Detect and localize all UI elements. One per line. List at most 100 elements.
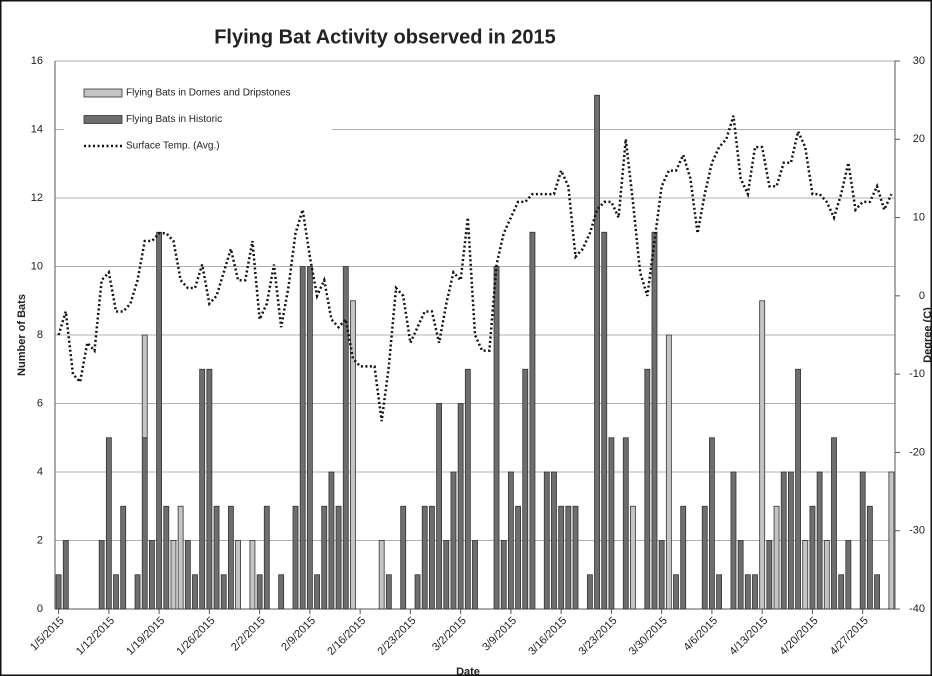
bar bbox=[737, 540, 744, 610]
bar bbox=[120, 505, 127, 610]
y2-tick-label: 10 bbox=[913, 211, 925, 223]
bar bbox=[586, 574, 593, 610]
bar bbox=[199, 368, 206, 610]
bar bbox=[457, 403, 464, 610]
bar bbox=[709, 437, 715, 610]
y-tick-label: 12 bbox=[31, 192, 43, 204]
bar bbox=[149, 540, 155, 610]
bar bbox=[651, 231, 658, 610]
bar bbox=[141, 437, 148, 610]
bar bbox=[62, 540, 69, 610]
bar bbox=[644, 368, 651, 610]
chart-title: Flying Bat Activity observed in 2015 bbox=[214, 26, 556, 48]
bar bbox=[134, 574, 141, 610]
x-axis-label: Date bbox=[456, 666, 480, 676]
bar bbox=[866, 505, 873, 610]
bar bbox=[213, 505, 220, 610]
legend-swatch bbox=[83, 88, 123, 98]
bar bbox=[658, 540, 665, 610]
bar bbox=[321, 505, 328, 610]
bar bbox=[507, 471, 514, 610]
bar bbox=[759, 300, 766, 610]
bar bbox=[543, 471, 550, 610]
bar bbox=[378, 540, 385, 610]
y-tick-label: 4 bbox=[37, 466, 43, 478]
bar bbox=[249, 540, 256, 610]
bar bbox=[292, 505, 299, 610]
bar bbox=[141, 334, 148, 439]
bar bbox=[170, 540, 177, 610]
bar bbox=[780, 471, 787, 610]
bar bbox=[385, 574, 392, 610]
bar bbox=[500, 540, 507, 610]
bar bbox=[716, 574, 723, 610]
y2-tick-label: 30 bbox=[913, 55, 925, 67]
bar bbox=[306, 266, 313, 610]
bar bbox=[400, 505, 407, 610]
y2-tick-label: -30 bbox=[909, 525, 925, 537]
bar bbox=[522, 368, 529, 610]
bar bbox=[464, 368, 471, 610]
bar bbox=[113, 574, 119, 610]
bar bbox=[55, 574, 62, 610]
bar bbox=[601, 231, 608, 610]
bar bbox=[551, 471, 557, 610]
y-tick-label: 2 bbox=[37, 534, 43, 546]
bar bbox=[665, 334, 672, 610]
bar bbox=[845, 540, 852, 610]
bar bbox=[342, 266, 349, 610]
bar bbox=[350, 300, 356, 610]
y2-tick-label: 0 bbox=[919, 290, 925, 302]
bar bbox=[565, 505, 572, 610]
bar bbox=[809, 505, 816, 610]
bar bbox=[529, 231, 536, 610]
bar bbox=[515, 505, 521, 610]
bar bbox=[335, 505, 342, 610]
bar bbox=[838, 574, 845, 610]
bar bbox=[436, 403, 443, 610]
bar bbox=[630, 505, 636, 610]
bar bbox=[472, 540, 478, 610]
y2-tick-label: -20 bbox=[909, 446, 925, 458]
bar bbox=[299, 266, 306, 610]
y2-tick-label: 20 bbox=[913, 133, 925, 145]
bar bbox=[263, 505, 270, 610]
bar bbox=[888, 471, 895, 610]
y-tick-label: 14 bbox=[31, 123, 43, 135]
bar bbox=[773, 505, 780, 610]
bar bbox=[874, 574, 880, 610]
bar bbox=[766, 540, 773, 610]
bar bbox=[594, 94, 600, 610]
y-tick-label: 6 bbox=[37, 397, 43, 409]
y-axis-label: Number of Bats bbox=[16, 294, 28, 376]
bar bbox=[105, 437, 112, 610]
bar bbox=[493, 266, 500, 610]
bar bbox=[608, 437, 615, 610]
bar bbox=[831, 437, 837, 610]
y-tick-label: 10 bbox=[31, 260, 43, 272]
bar bbox=[730, 471, 737, 610]
legend-label: Surface Temp. (Avg.) bbox=[126, 141, 220, 152]
bar bbox=[184, 540, 191, 610]
bar bbox=[752, 574, 758, 610]
bar bbox=[795, 368, 801, 610]
y-tick-label: 8 bbox=[37, 329, 43, 341]
bar bbox=[572, 505, 579, 610]
bar bbox=[429, 505, 435, 610]
bar bbox=[450, 471, 457, 610]
bar bbox=[278, 574, 285, 610]
bar bbox=[673, 574, 679, 610]
legend-swatch bbox=[83, 115, 123, 124]
bar bbox=[220, 574, 227, 610]
bar bbox=[558, 505, 565, 610]
bar bbox=[816, 471, 823, 610]
bar bbox=[859, 471, 866, 610]
bar bbox=[328, 471, 335, 610]
bar bbox=[235, 540, 241, 610]
bar bbox=[802, 540, 809, 610]
bar bbox=[206, 368, 213, 610]
bar bbox=[680, 505, 687, 610]
bar bbox=[163, 505, 170, 610]
y2-tick-label: -10 bbox=[909, 368, 925, 380]
